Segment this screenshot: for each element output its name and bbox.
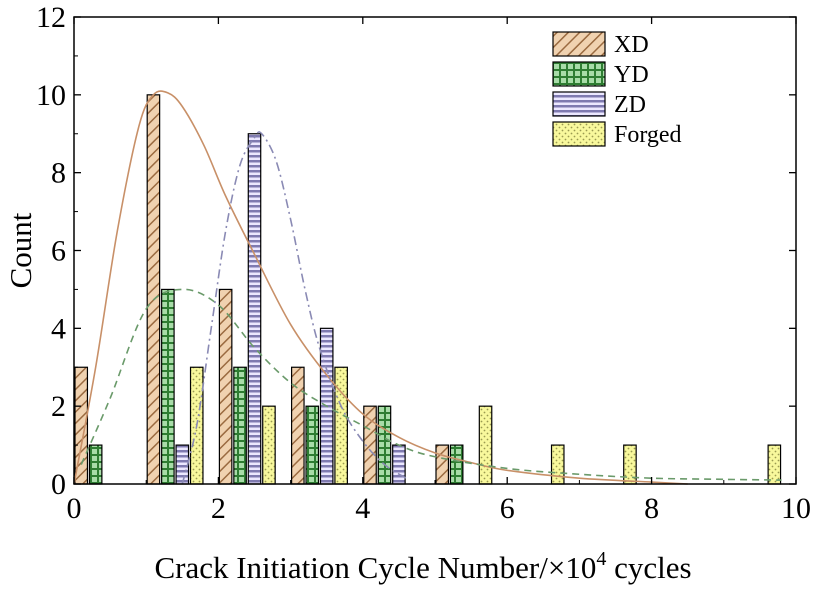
bar-yd-bin-3	[305, 405, 320, 485]
axis-ticks: 0 2 4 6 8 10 0 2 4 6 8 10 12	[36, 1, 811, 525]
fit-curves-layer	[73, 90, 782, 485]
x-tick-label: 6	[500, 492, 515, 525]
y-axis-label: Count	[3, 212, 38, 288]
x-axis-label: Crack Initiation Cycle Number/×104 cycle…	[154, 548, 691, 585]
legend-label-zd: ZD	[614, 92, 646, 118]
bar-yd-bin-5	[449, 444, 464, 485]
y-tick-label: 12	[36, 1, 66, 34]
x-tick-label: 10	[781, 492, 811, 525]
legend-label-xd: XD	[614, 32, 649, 58]
bar-yd-bin-0	[88, 444, 103, 485]
bar-forged-bin-6	[550, 444, 565, 485]
x-tick-label: 2	[211, 492, 226, 525]
y-tick-label: 2	[51, 390, 66, 423]
fit-curve-yd	[80, 288, 782, 481]
legend-swatch-xd	[552, 31, 606, 57]
x-tick-label: 4	[355, 492, 370, 525]
bar-zd-bin-2	[247, 133, 262, 485]
bar-yd-bin-2	[233, 366, 247, 485]
bar-yd-bin-4	[377, 405, 392, 485]
legend-swatch-zd	[552, 91, 606, 117]
plot-frame	[73, 16, 797, 485]
bar-forged-bin-2	[262, 405, 276, 485]
fit-curve-xd	[73, 90, 688, 485]
y-tick-label: 10	[36, 79, 66, 112]
bar-yd-bin-1	[161, 288, 175, 485]
bar-forged-bin-3	[334, 366, 348, 485]
y-tick-label: 6	[51, 235, 66, 268]
bar-xd-bin-5	[435, 444, 450, 485]
bar-xd-bin-2	[218, 288, 233, 485]
bar-forged-bin-5	[478, 405, 493, 485]
x-axis-label-exponent: 4	[596, 548, 606, 570]
legend-label-yd: YD	[614, 62, 649, 88]
legend: XD YD ZD Forged	[552, 31, 682, 148]
x-axis-label-main: Crack Initiation Cycle Number/×10	[154, 550, 596, 585]
bar-forged-bin-9	[767, 444, 782, 485]
x-axis-label-suffix: cycles	[606, 550, 691, 585]
legend-swatch-yd	[552, 61, 606, 87]
legend-swatch-forged	[552, 121, 606, 147]
y-tick-label: 8	[51, 157, 66, 190]
bar-xd-bin-1	[146, 94, 161, 485]
y-tick-label: 0	[51, 468, 66, 501]
x-tick-label: 8	[644, 492, 659, 525]
fit-curve-zd	[181, 131, 407, 485]
x-tick-label: 0	[67, 492, 82, 525]
bar-zd-bin-4	[392, 444, 406, 485]
legend-label-forged: Forged	[614, 122, 682, 148]
bar-zd-bin-1	[175, 444, 190, 485]
y-tick-label: 4	[51, 312, 66, 345]
bars-layer	[74, 94, 782, 485]
